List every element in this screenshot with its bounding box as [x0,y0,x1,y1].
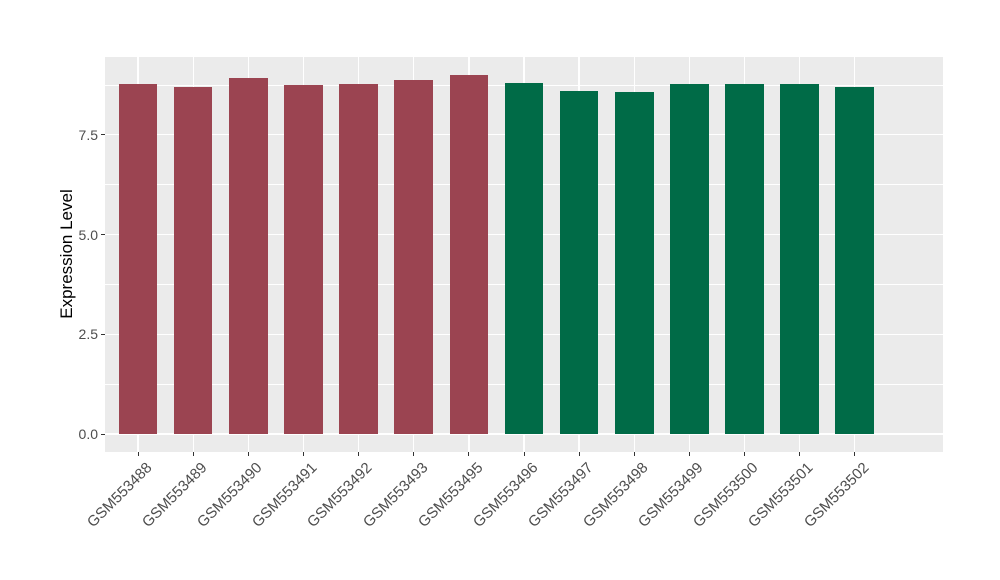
bar-GSM553489 [173,86,213,435]
bar-GSM553501 [780,84,819,435]
y-tick-label: 2.5 [78,326,98,343]
plot-panel [105,57,943,452]
bar-GSM553492 [339,84,378,435]
x-tick-mark [192,452,194,456]
x-tick-mark [578,452,580,456]
bar-GSM553499 [670,84,709,435]
x-tick-mark [633,452,635,456]
bar-GSM553502 [835,86,875,435]
x-tick-mark [302,452,304,456]
y-tick-mark [101,433,105,435]
y-tick-mark [101,333,105,335]
x-tick-mark [358,452,360,456]
bar-GSM553488 [118,83,158,435]
y-tick-mark [101,234,105,236]
bar-GSM553491 [284,84,323,435]
x-tick-mark [247,452,249,456]
bar-GSM553497 [559,90,599,435]
bar-GSM553493 [394,80,434,435]
x-tick-mark [413,452,415,456]
bar-GSM553500 [725,84,764,435]
y-tick-mark [101,134,105,136]
x-tick-mark [468,452,470,456]
bar-GSM553498 [614,91,654,435]
x-tick-mark [854,452,856,456]
bar-GSM553496 [504,83,544,435]
y-axis-title: Expression Level [57,189,76,319]
bar-GSM553490 [229,77,268,435]
x-tick-mark [688,452,690,456]
x-tick-mark [523,452,525,456]
x-tick-mark [137,452,139,456]
y-tick-label: 0.0 [78,426,98,443]
y-tick-label: 7.5 [78,126,98,143]
bar-GSM553495 [449,74,489,435]
y-tick-label: 5.0 [78,226,98,243]
x-tick-mark [799,452,801,456]
x-tick-mark [744,452,746,456]
